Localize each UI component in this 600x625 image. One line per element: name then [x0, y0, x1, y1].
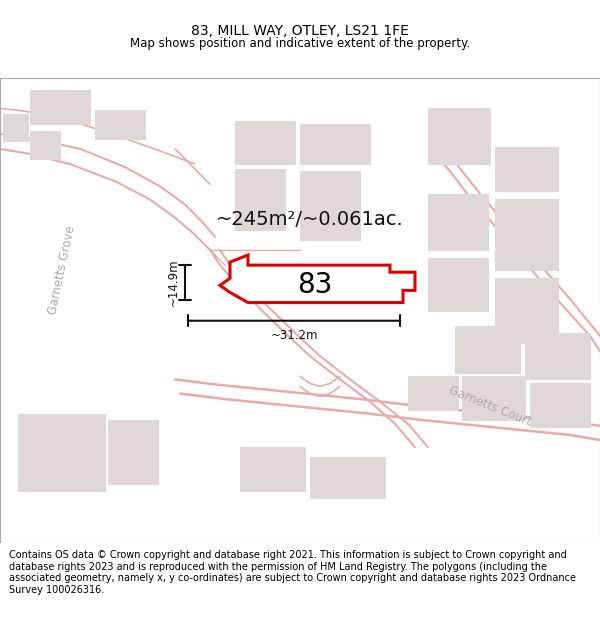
- Polygon shape: [95, 111, 145, 139]
- Polygon shape: [428, 109, 490, 164]
- Polygon shape: [18, 414, 105, 491]
- Polygon shape: [235, 121, 295, 164]
- Polygon shape: [240, 447, 305, 491]
- Polygon shape: [30, 90, 90, 124]
- Polygon shape: [310, 458, 385, 498]
- Polygon shape: [235, 169, 285, 230]
- Polygon shape: [462, 376, 525, 420]
- Text: Garnetts Grove: Garnetts Grove: [46, 224, 78, 316]
- Polygon shape: [30, 131, 60, 159]
- Polygon shape: [220, 255, 415, 302]
- Text: Contains OS data © Crown copyright and database right 2021. This information is : Contains OS data © Crown copyright and d…: [9, 550, 576, 595]
- Text: ~245m²/~0.061ac.: ~245m²/~0.061ac.: [216, 210, 404, 229]
- Text: 83, MILL WAY, OTLEY, LS21 1FE: 83, MILL WAY, OTLEY, LS21 1FE: [191, 24, 409, 38]
- Polygon shape: [428, 258, 488, 311]
- Text: 83: 83: [298, 271, 332, 299]
- Text: ~14.9m: ~14.9m: [167, 259, 180, 306]
- Polygon shape: [108, 420, 158, 484]
- Polygon shape: [428, 194, 488, 250]
- Text: ~31.2m: ~31.2m: [270, 329, 318, 342]
- Polygon shape: [3, 114, 28, 141]
- Polygon shape: [495, 199, 558, 270]
- Polygon shape: [408, 376, 458, 410]
- Polygon shape: [495, 278, 558, 343]
- Polygon shape: [530, 383, 590, 427]
- Polygon shape: [455, 326, 520, 373]
- Polygon shape: [300, 124, 370, 164]
- Polygon shape: [495, 147, 558, 191]
- Text: Map shows position and indicative extent of the property.: Map shows position and indicative extent…: [130, 38, 470, 51]
- Polygon shape: [300, 171, 360, 240]
- Polygon shape: [525, 333, 590, 379]
- Text: Garnetts Court: Garnetts Court: [447, 384, 533, 429]
